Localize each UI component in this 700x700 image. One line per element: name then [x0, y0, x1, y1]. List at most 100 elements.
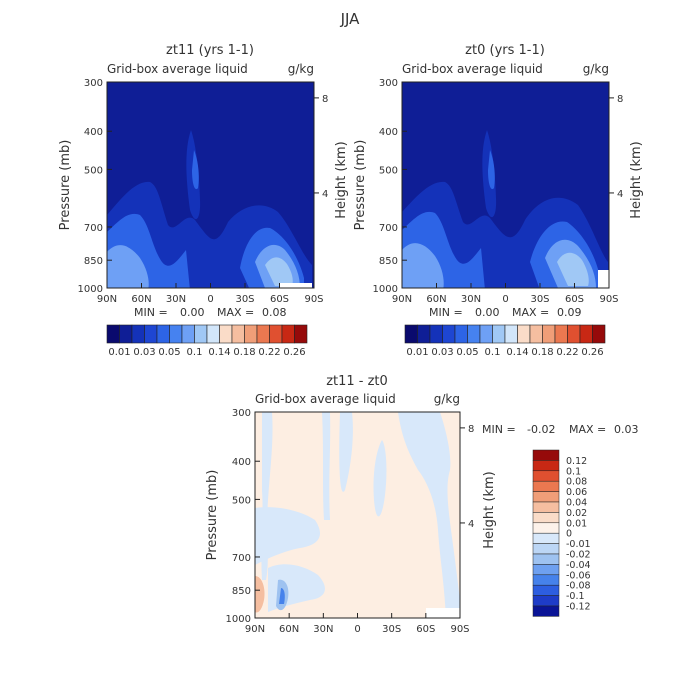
panel-units: g/kg [583, 62, 609, 76]
colorbar-swatch [156, 324, 170, 344]
figure-title: JJA [340, 10, 361, 28]
colorbar-swatch [532, 574, 560, 586]
colorbar-swatch [532, 491, 560, 503]
colorbar-swatch [542, 324, 556, 344]
colorbar-swatch [504, 324, 518, 344]
contour-level-missing [598, 270, 609, 288]
colorbar-label: 0.05 [158, 347, 180, 358]
colorbar-swatch [479, 324, 493, 344]
contour-level [107, 245, 149, 288]
colorbar-swatch [579, 324, 593, 344]
contour-level [557, 252, 589, 286]
stat-max-value: 0.09 [557, 306, 582, 319]
colorbar-swatch [532, 470, 560, 482]
contour-level [279, 588, 285, 604]
colorbar-label: 0.01 [406, 347, 428, 358]
colorbar-label: -0.02 [566, 550, 591, 561]
colorbar-label: 0.05 [456, 347, 478, 358]
x-tick-label: 30S [235, 294, 254, 305]
colorbar-label: 0.1 [485, 347, 501, 358]
colorbar-swatch [219, 324, 233, 344]
x-tick-label: 60S [270, 294, 289, 305]
colorbar-swatch [492, 324, 506, 344]
contour-level [322, 412, 331, 520]
panel-difference: zt11 - zt0 Grid-box average liquid g/kg … [205, 374, 639, 635]
y-tick-label: 850 [84, 256, 103, 267]
stat-min-label: MIN = [482, 423, 516, 436]
colorbar-swatch [119, 324, 133, 344]
panel-subtitle: Grid-box average liquid [402, 62, 543, 76]
colorbar-swatch [567, 324, 581, 344]
panel-title: zt11 (yrs 1-1) [166, 43, 254, 58]
x-tick-label: 60N [279, 624, 299, 635]
y2-axis-label: Height (km) [334, 141, 349, 218]
colorbar: 0.01 0.03 0.05 0.1 0.14 0.18 0.22 0.26 [106, 324, 308, 358]
contour-field [255, 412, 460, 618]
contour-field [402, 82, 609, 288]
colorbar-label: 0 [566, 529, 572, 540]
stat-max-value: 0.08 [262, 306, 287, 319]
contour-level [398, 412, 460, 618]
colorbar: 0.01 0.03 0.05 0.1 0.14 0.18 0.22 0.26 [404, 324, 606, 358]
y-tick-label: 700 [379, 223, 398, 234]
x-tick-label: 60N [426, 294, 446, 305]
y-tick-label: 500 [84, 165, 103, 176]
contour-level-missing [426, 608, 460, 618]
panel-zt0: zt0 (yrs 1-1) Grid-box average liquid g/… [353, 43, 644, 358]
y-tick-label: 700 [84, 223, 103, 234]
panel-units: g/kg [434, 392, 460, 406]
colorbar-label: 0.08 [566, 477, 587, 488]
y2-axis: 84 [609, 94, 623, 200]
stat-min-label: MIN = [134, 306, 168, 319]
contour-field [107, 82, 314, 288]
colorbar-swatch [404, 324, 418, 344]
colorbar-swatch [294, 324, 308, 344]
x-tick-label: 90S [304, 294, 323, 305]
colorbar-swatch [517, 324, 531, 344]
stat-min-label: MIN = [429, 306, 463, 319]
x-tick-label: 90S [599, 294, 618, 305]
colorbar-label: -0.12 [566, 602, 591, 613]
y2-axis: 84 [460, 424, 474, 530]
y-tick-label: 300 [379, 78, 398, 89]
y-tick-label: 300 [84, 78, 103, 89]
y-tick-label: 400 [379, 127, 398, 138]
colorbar-label: 0.14 [208, 347, 230, 358]
stat-min-value: 0.00 [475, 306, 500, 319]
colorbar-label: 0.22 [556, 347, 578, 358]
x-tick-label: 90N [97, 294, 117, 305]
contour-level [488, 150, 495, 190]
colorbar-label: -0.04 [566, 560, 591, 571]
colorbar-label: -0.01 [566, 539, 591, 550]
x-tick-label: 90S [450, 624, 469, 635]
x-tick-label: 0 [207, 294, 213, 305]
y2-axis: 84 [314, 94, 328, 200]
contour-level [373, 440, 387, 517]
colorbar-label: 0.1 [187, 347, 203, 358]
colorbar-label: 0.26 [283, 347, 305, 358]
y2-tick-label: 4 [322, 189, 328, 200]
colorbar-swatch [532, 584, 560, 596]
colorbar-swatch [529, 324, 543, 344]
contour-level-missing [280, 283, 312, 288]
stat-min-value: -0.02 [527, 423, 555, 436]
colorbar-label: 0.18 [233, 347, 255, 358]
panel-subtitle: Grid-box average liquid [107, 62, 248, 76]
colorbar-swatch [532, 553, 560, 565]
colorbar-label: 0.26 [581, 347, 603, 358]
stat-max-value: 0.03 [614, 423, 639, 436]
x-tick-label: 60S [565, 294, 584, 305]
colorbar-swatch [454, 324, 468, 344]
colorbar-swatch [532, 595, 560, 607]
y-axis: 300 400 500 700 850 1000 [78, 78, 112, 295]
colorbar-swatch [429, 324, 443, 344]
x-tick-label: 0 [502, 294, 508, 305]
colorbar-swatch [532, 605, 560, 617]
colorbar-swatch [442, 324, 456, 344]
x-tick-label: 60S [416, 624, 435, 635]
colorbar-label: 0.02 [566, 508, 587, 519]
y-tick-label: 300 [232, 408, 251, 419]
colorbar-label: 0.04 [566, 498, 587, 509]
panel-zt11: zt11 (yrs 1-1) Grid-box average liquid g… [58, 43, 349, 358]
